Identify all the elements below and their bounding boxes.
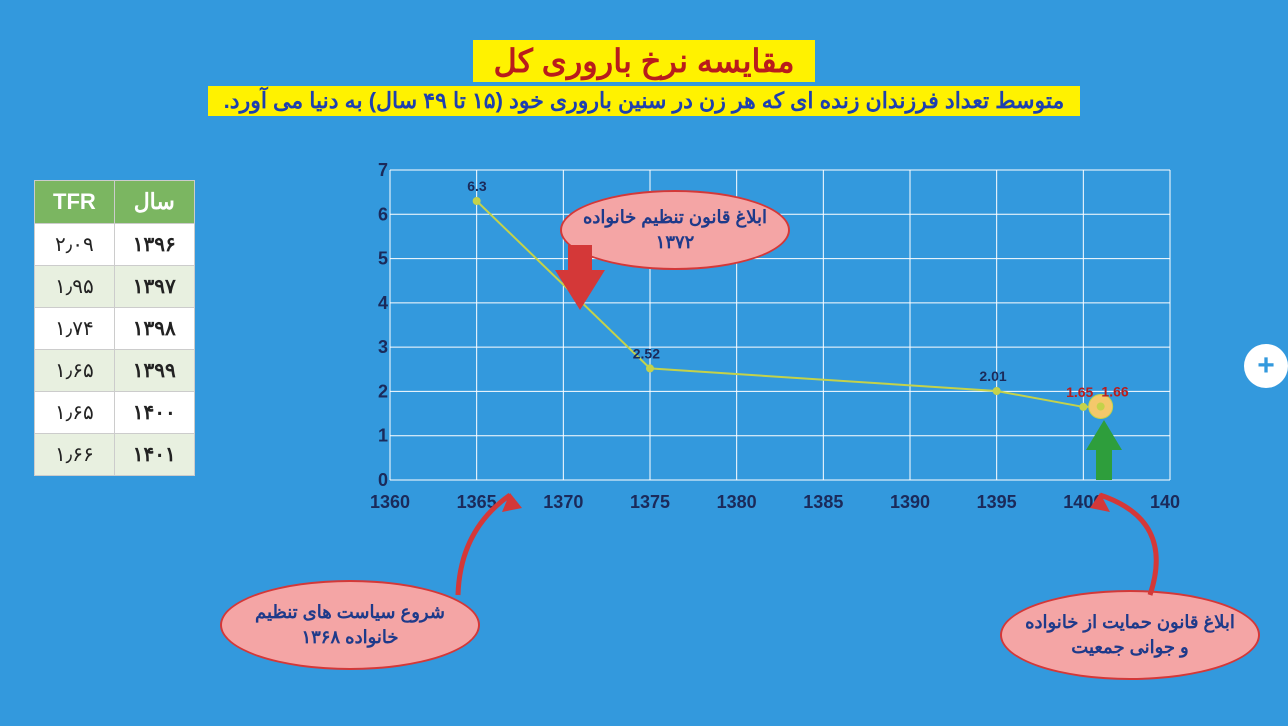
table-cell: ۱۳۹۸: [114, 308, 194, 350]
table-cell: ۱۴۰۱: [114, 434, 194, 476]
callout-text: شروع سیاست های تنظیم خانواده ۱۳۶۸: [240, 600, 460, 650]
svg-text:2.01: 2.01: [979, 368, 1006, 384]
svg-text:1365: 1365: [457, 492, 497, 512]
svg-text:1405: 1405: [1150, 492, 1180, 512]
svg-text:2.52: 2.52: [633, 345, 660, 361]
table-cell: ۱٫۶۵: [35, 392, 115, 434]
title-sub: متوسط تعداد فرزندان زنده ای که هر زن در …: [208, 86, 1081, 116]
svg-text:1375: 1375: [630, 492, 670, 512]
svg-text:7: 7: [378, 160, 388, 180]
svg-text:5: 5: [378, 249, 388, 269]
arrow-down-red-icon: [555, 270, 605, 310]
svg-text:1360: 1360: [370, 492, 410, 512]
svg-text:1400: 1400: [1063, 492, 1103, 512]
table-cell: ۱٫۶۶: [35, 434, 115, 476]
plus-icon[interactable]: +: [1244, 344, 1288, 388]
tfr-table: TFR سال ۲٫۰۹۱۳۹۶۱٫۹۵۱۳۹۷۱٫۷۴۱۳۹۸۱٫۶۵۱۳۹۹…: [34, 180, 195, 476]
svg-text:1370: 1370: [543, 492, 583, 512]
svg-text:6.3: 6.3: [467, 178, 487, 194]
svg-text:1380: 1380: [717, 492, 757, 512]
th-tfr: TFR: [35, 181, 115, 224]
svg-text:1395: 1395: [977, 492, 1017, 512]
svg-text:3: 3: [378, 337, 388, 357]
svg-text:1.66: 1.66: [1101, 383, 1128, 399]
table-cell: ۱۳۹۹: [114, 350, 194, 392]
arrow-up-green-icon: [1086, 420, 1122, 450]
callout-policy-1368: شروع سیاست های تنظیم خانواده ۱۳۶۸: [220, 580, 480, 670]
title-block: مقایسه نرخ باروری کل متوسط تعداد فرزندان…: [0, 0, 1288, 116]
callout-family-support-law: ابلاغ قانون حمایت از خانواده و جوانی جمع…: [1000, 590, 1260, 680]
callout-text: ابلاغ قانون تنظیم خانواده ۱۳۷۲: [580, 205, 770, 255]
table-cell: ۱۳۹۶: [114, 224, 194, 266]
svg-text:1390: 1390: [890, 492, 930, 512]
callout-text: ابلاغ قانون حمایت از خانواده و جوانی جمع…: [1020, 610, 1240, 660]
svg-text:0: 0: [378, 470, 388, 490]
callout-family-law-1372: ابلاغ قانون تنظیم خانواده ۱۳۷۲: [560, 190, 790, 270]
svg-text:1: 1: [378, 426, 388, 446]
table-cell: ۱۳۹۷: [114, 266, 194, 308]
svg-text:1385: 1385: [803, 492, 843, 512]
table-cell: ۱۴۰۰: [114, 392, 194, 434]
svg-text:2: 2: [378, 381, 388, 401]
table-cell: ۱٫۷۴: [35, 308, 115, 350]
svg-text:4: 4: [378, 293, 388, 313]
title-main: مقایسه نرخ باروری کل: [473, 40, 814, 82]
table-cell: ۲٫۰۹: [35, 224, 115, 266]
table-cell: ۱٫۶۵: [35, 350, 115, 392]
table-cell: ۱٫۹۵: [35, 266, 115, 308]
th-year: سال: [114, 181, 194, 224]
svg-text:6: 6: [378, 204, 388, 224]
svg-text:1.65: 1.65: [1066, 384, 1093, 400]
